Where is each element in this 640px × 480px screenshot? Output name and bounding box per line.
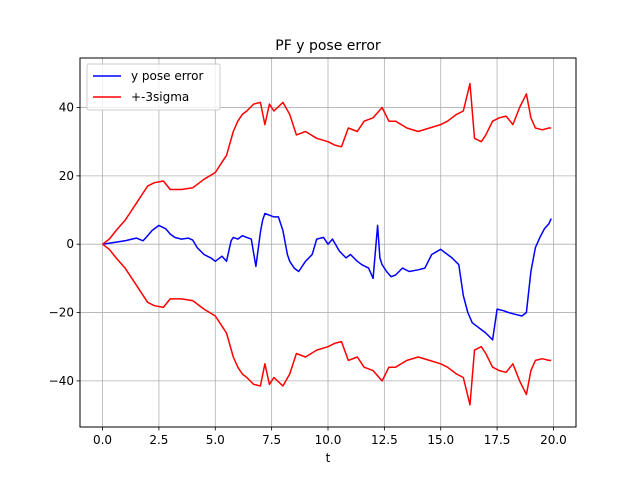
x-tick-label: 2.5	[149, 433, 168, 447]
grid-lines	[80, 58, 576, 427]
series-line-y-pose-error	[102, 212, 552, 341]
y-tick-label: 40	[59, 101, 74, 115]
x-tick-label: 7.5	[262, 433, 281, 447]
legend-label-y-pose-error: y pose error	[131, 69, 203, 83]
x-axis-label: t	[326, 451, 331, 465]
y-tick-label: −40	[49, 374, 74, 388]
legend-label-3sigma: +-3sigma	[131, 90, 189, 104]
legend: y pose error +-3sigma	[86, 63, 221, 111]
x-tick-label: 5.0	[206, 433, 225, 447]
x-tick-label: 12.5	[371, 433, 398, 447]
x-tick-label: 15.0	[427, 433, 454, 447]
x-tick-label: 20.0	[540, 433, 567, 447]
series-line-3sigma-lower	[102, 243, 552, 406]
plot-frame	[79, 57, 577, 428]
chart-title: PF y pose error	[275, 38, 381, 54]
x-tick-label: 17.5	[484, 433, 511, 447]
y-tick-label: 0	[66, 237, 74, 251]
series-line-3sigma	[102, 82, 552, 245]
y-axis-ticks: −40 −20 0 20 40	[49, 101, 80, 388]
y-tick-label: 20	[59, 169, 74, 183]
x-axis-ticks: 0.0 2.5 5.0 7.5 10.0 12.5 15.0 17.5 20.0	[93, 427, 567, 447]
y-tick-label: −20	[49, 306, 74, 320]
x-tick-label: 0.0	[93, 433, 112, 447]
x-tick-label: 10.0	[315, 433, 342, 447]
plot-series	[102, 82, 552, 406]
